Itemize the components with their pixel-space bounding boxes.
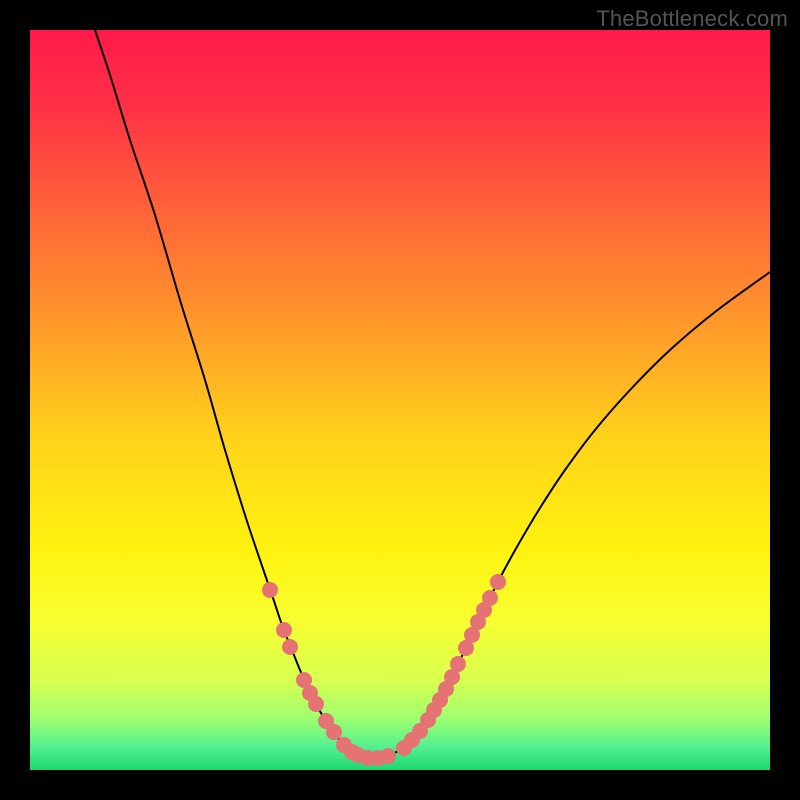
plot-gradient-background [30, 30, 770, 770]
figure-root: TheBottleneck.com [0, 0, 800, 800]
watermark-text: TheBottleneck.com [596, 6, 788, 32]
